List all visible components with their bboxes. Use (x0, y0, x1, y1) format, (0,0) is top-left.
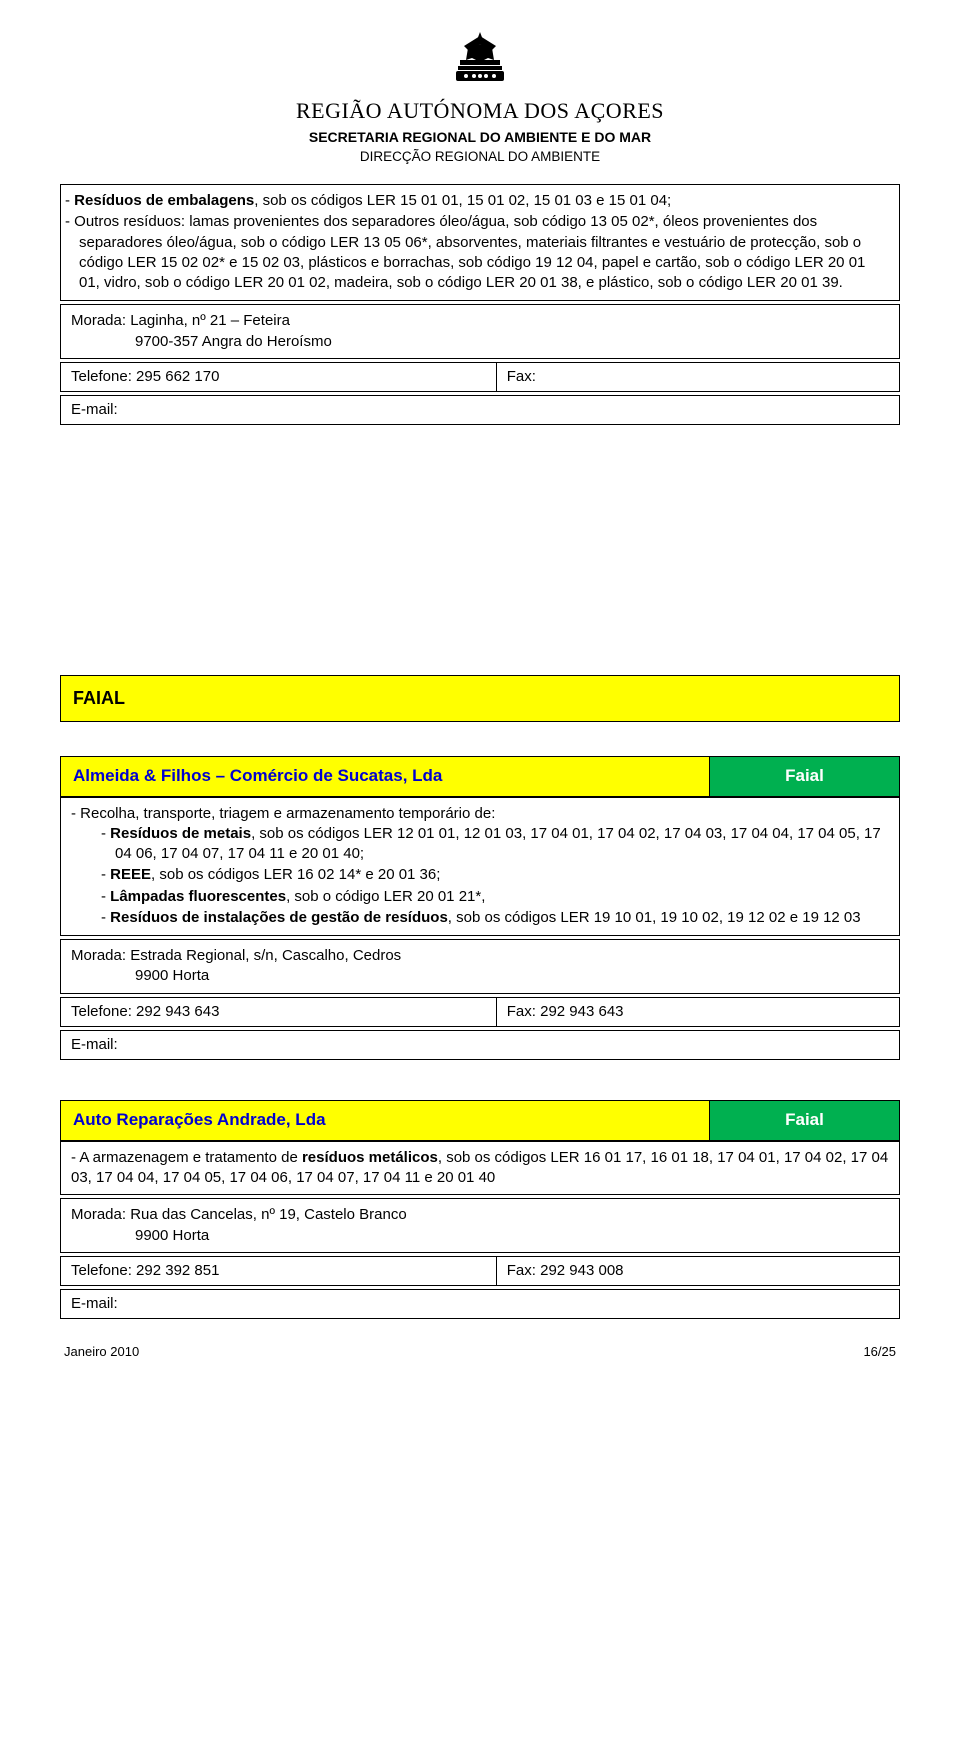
top-email-box: E-mail: (60, 395, 900, 425)
morada-line1: Morada: Laginha, nº 21 – Feteira (71, 311, 889, 331)
entry1-bullet-reee: - REEE, sob os códigos LER 16 02 14* e 2… (101, 865, 889, 885)
entry1-bullet-instalacoes: - Resíduos de instalações de gestão de r… (101, 908, 889, 928)
company-band: Almeida & Filhos – Comércio de Sucatas, … (60, 756, 900, 797)
morada-line2: 9900 Horta (71, 966, 889, 986)
entry2-body: - A armazenagem e tratamento de resíduos… (71, 1148, 889, 1189)
footer-page: 16/25 (863, 1343, 896, 1361)
telefone-cell: Telefone: 295 662 170 (61, 363, 497, 391)
top-description-box: - Resíduos de embalagens, sob os códigos… (60, 184, 900, 301)
company-name: Auto Reparações Andrade, Lda (61, 1101, 709, 1140)
morada-line1: Morada: Estrada Regional, s/n, Cascalho,… (71, 946, 889, 966)
entry-almeida: Almeida & Filhos – Comércio de Sucatas, … (60, 756, 900, 1060)
email-label: E-mail: (61, 396, 899, 424)
footer-date: Janeiro 2010 (64, 1343, 139, 1361)
top-entry: - Resíduos de embalagens, sob os códigos… (60, 184, 900, 425)
entry1-intro: - Recolha, transporte, triagem e armazen… (71, 804, 889, 824)
entry1-bullet-lampadas: - Lâmpadas fluorescentes, sob o código L… (101, 887, 889, 907)
morada-line2: 9700-357 Angra do Heroísmo (71, 332, 889, 352)
company-location: Faial (709, 1101, 899, 1140)
telefone-cell: Telefone: 292 943 643 (61, 998, 497, 1026)
company-location: Faial (709, 757, 899, 796)
section-label: FAIAL (73, 688, 125, 708)
residuos-line: - Resíduos de embalagens, sob os códigos… (65, 191, 889, 211)
telefone-cell: Telefone: 292 392 851 (61, 1257, 497, 1285)
entry1-description-box: - Recolha, transporte, triagem e armazen… (60, 797, 900, 937)
emblem-icon (448, 30, 512, 84)
entry2-morada-box: Morada: Rua das Cancelas, nº 19, Castelo… (60, 1198, 900, 1253)
page-footer: Janeiro 2010 16/25 (60, 1343, 900, 1361)
page-header: REGIÃO AUTÓNOMA DOS AÇORES SECRETARIA RE… (60, 30, 900, 166)
email-label: E-mail: (61, 1290, 899, 1318)
entry-auto-reparacoes: Auto Reparações Andrade, Lda Faial - A a… (60, 1100, 900, 1319)
fax-cell: Fax: 292 943 643 (497, 998, 899, 1026)
morada-line2: 9900 Horta (71, 1226, 889, 1246)
region-title: REGIÃO AUTÓNOMA DOS AÇORES (60, 96, 900, 126)
company-name: Almeida & Filhos – Comércio de Sucatas, … (61, 757, 709, 796)
entry1-morada-box: Morada: Estrada Regional, s/n, Cascalho,… (60, 939, 900, 994)
direccao-title: DIRECÇÃO REGIONAL DO AMBIENTE (60, 148, 900, 166)
entry1-bullet-metais: - Resíduos de metais, sob os códigos LER… (101, 824, 889, 865)
morada-line1: Morada: Rua das Cancelas, nº 19, Castelo… (71, 1205, 889, 1225)
top-morada-box: Morada: Laginha, nº 21 – Feteira 9700-35… (60, 304, 900, 359)
top-tel-fax-row: Telefone: 295 662 170 Fax: (60, 362, 900, 392)
company-band: Auto Reparações Andrade, Lda Faial (60, 1100, 900, 1141)
secretaria-title: SECRETARIA REGIONAL DO AMBIENTE E DO MAR (60, 128, 900, 147)
entry2-tel-fax-row: Telefone: 292 392 851 Fax: 292 943 008 (60, 1256, 900, 1286)
entry1-email-box: E-mail: (60, 1030, 900, 1060)
outros-line: - Outros resíduos: lamas provenientes do… (65, 212, 889, 293)
entry2-description-box: - A armazenagem e tratamento de resíduos… (60, 1141, 900, 1196)
fax-cell: Fax: 292 943 008 (497, 1257, 899, 1285)
fax-cell: Fax: (497, 363, 899, 391)
section-band-faial: FAIAL (60, 675, 900, 721)
email-label: E-mail: (61, 1031, 899, 1059)
entry2-email-box: E-mail: (60, 1289, 900, 1319)
entry1-tel-fax-row: Telefone: 292 943 643 Fax: 292 943 643 (60, 997, 900, 1027)
